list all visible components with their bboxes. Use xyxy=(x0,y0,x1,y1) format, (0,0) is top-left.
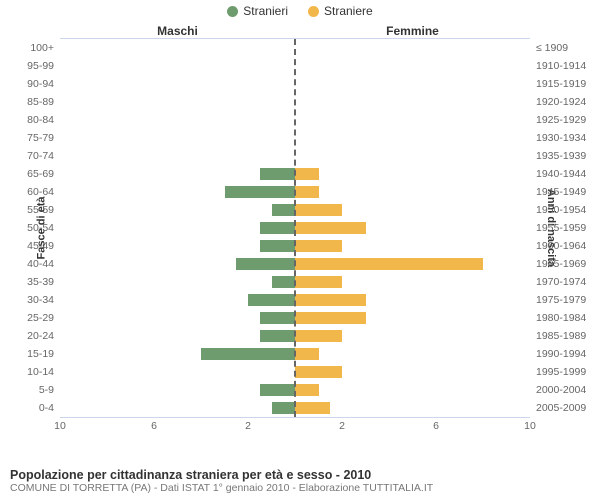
birth-year-label: 1955-1959 xyxy=(530,222,586,234)
bar-female[interactable] xyxy=(295,186,319,198)
legend-male-swatch xyxy=(227,6,238,17)
birth-year-label: 2005-2009 xyxy=(530,402,586,414)
chart-footer: Popolazione per cittadinanza straniera p… xyxy=(10,468,433,494)
age-label: 80-84 xyxy=(27,114,60,126)
x-tick: 2 xyxy=(245,420,251,432)
bar-male[interactable] xyxy=(248,294,295,306)
birth-year-label: 1995-1999 xyxy=(530,366,586,378)
bar-female[interactable] xyxy=(295,384,319,396)
bar-male[interactable] xyxy=(225,186,296,198)
birth-year-label: 1965-1969 xyxy=(530,258,586,270)
birth-year-label: 1935-1939 xyxy=(530,150,586,162)
bar-male[interactable] xyxy=(260,384,295,396)
population-pyramid: Fasce di età Anni di nascita 100+≤ 19099… xyxy=(60,38,530,418)
legend-female-swatch xyxy=(308,6,319,17)
bar-male[interactable] xyxy=(201,348,295,360)
x-tick: 6 xyxy=(151,420,157,432)
age-label: 45-49 xyxy=(27,240,60,252)
bar-male[interactable] xyxy=(260,168,295,180)
section-female-title: Femmine xyxy=(295,24,530,38)
age-label: 40-44 xyxy=(27,258,60,270)
birth-year-label: 1915-1919 xyxy=(530,78,586,90)
bar-female[interactable] xyxy=(295,276,342,288)
bar-female[interactable] xyxy=(295,240,342,252)
age-label: 65-69 xyxy=(27,168,60,180)
age-label: 5-9 xyxy=(39,384,60,396)
age-label: 15-19 xyxy=(27,348,60,360)
chart-title: Popolazione per cittadinanza straniera p… xyxy=(10,468,433,482)
x-tick: 10 xyxy=(524,420,536,432)
bar-male[interactable] xyxy=(260,222,295,234)
x-tick: 10 xyxy=(54,420,66,432)
birth-year-label: 1980-1984 xyxy=(530,312,586,324)
age-label: 35-39 xyxy=(27,276,60,288)
bar-male[interactable] xyxy=(260,240,295,252)
x-tick: 6 xyxy=(433,420,439,432)
legend-female-label: Straniere xyxy=(324,4,373,18)
bar-male[interactable] xyxy=(260,312,295,324)
age-label: 30-34 xyxy=(27,294,60,306)
bar-male[interactable] xyxy=(260,330,295,342)
bar-male[interactable] xyxy=(272,276,296,288)
section-male-title: Maschi xyxy=(60,24,295,38)
bar-female[interactable] xyxy=(295,348,319,360)
age-label: 85-89 xyxy=(27,96,60,108)
birth-year-label: ≤ 1909 xyxy=(530,42,568,54)
bar-female[interactable] xyxy=(295,294,366,306)
bar-male[interactable] xyxy=(272,204,296,216)
legend-female[interactable]: Straniere xyxy=(308,4,373,18)
age-label: 100+ xyxy=(30,42,60,54)
birth-year-label: 1910-1914 xyxy=(530,60,586,72)
birth-year-label: 1990-1994 xyxy=(530,348,586,360)
bar-female[interactable] xyxy=(295,312,366,324)
legend-male[interactable]: Stranieri xyxy=(227,4,288,18)
bar-male[interactable] xyxy=(272,402,296,414)
birth-year-label: 1920-1924 xyxy=(530,96,586,108)
bar-female[interactable] xyxy=(295,402,330,414)
bar-female[interactable] xyxy=(295,366,342,378)
chart-legend: Stranieri Straniere xyxy=(0,0,600,18)
x-tick: 2 xyxy=(339,420,345,432)
birth-year-label: 1925-1929 xyxy=(530,114,586,126)
age-label: 95-99 xyxy=(27,60,60,72)
age-label: 20-24 xyxy=(27,330,60,342)
birth-year-label: 1975-1979 xyxy=(530,294,586,306)
age-label: 90-94 xyxy=(27,78,60,90)
age-label: 25-29 xyxy=(27,312,60,324)
birth-year-label: 2000-2004 xyxy=(530,384,586,396)
chart-subtitle: COMUNE DI TORRETTA (PA) - Dati ISTAT 1° … xyxy=(10,482,433,494)
age-label: 75-79 xyxy=(27,132,60,144)
birth-year-label: 1985-1989 xyxy=(530,330,586,342)
birth-year-label: 1970-1974 xyxy=(530,276,586,288)
birth-year-label: 1940-1944 xyxy=(530,168,586,180)
bar-female[interactable] xyxy=(295,168,319,180)
bar-female[interactable] xyxy=(295,222,366,234)
age-label: 10-14 xyxy=(27,366,60,378)
age-label: 60-64 xyxy=(27,186,60,198)
chart-area: Maschi Femmine Fasce di età Anni di nasc… xyxy=(60,24,530,444)
bar-female[interactable] xyxy=(295,258,483,270)
age-label: 50-54 xyxy=(27,222,60,234)
birth-year-label: 1960-1964 xyxy=(530,240,586,252)
age-label: 0-4 xyxy=(39,402,60,414)
center-divider xyxy=(294,39,296,417)
bar-male[interactable] xyxy=(236,258,295,270)
age-label: 70-74 xyxy=(27,150,60,162)
birth-year-label: 1950-1954 xyxy=(530,204,586,216)
birth-year-label: 1945-1949 xyxy=(530,186,586,198)
birth-year-label: 1930-1934 xyxy=(530,132,586,144)
x-axis: 10622610 xyxy=(60,418,530,434)
bar-female[interactable] xyxy=(295,204,342,216)
bar-female[interactable] xyxy=(295,330,342,342)
legend-male-label: Stranieri xyxy=(243,4,288,18)
age-label: 55-59 xyxy=(27,204,60,216)
